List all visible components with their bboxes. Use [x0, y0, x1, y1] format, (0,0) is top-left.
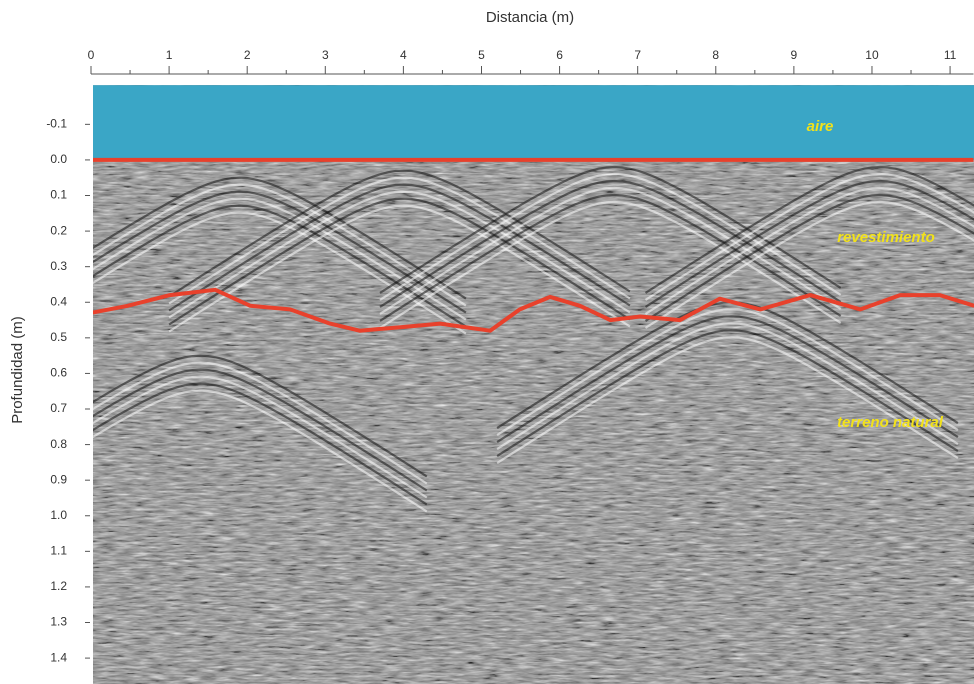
y-tick-label: 0.9: [50, 472, 67, 486]
x-tick-label: 9: [791, 48, 798, 62]
y-tick-label: -0.1: [46, 117, 67, 131]
x-tick-label: 8: [712, 48, 719, 62]
layer-label: revestimiento: [837, 229, 935, 246]
layer-label: terreno natural: [837, 414, 944, 431]
air-layer: [93, 85, 974, 160]
x-axis-title: Distancia (m): [486, 9, 574, 26]
y-tick-label: 1.4: [50, 650, 67, 664]
y-tick-label: 0.4: [50, 294, 67, 308]
x-tick-label: 5: [478, 48, 485, 62]
x-tick-label: 10: [865, 48, 879, 62]
y-tick-label: 1.3: [50, 615, 67, 629]
y-tick-label: 0.3: [50, 259, 67, 273]
y-tick-label: 1.1: [50, 544, 67, 558]
x-tick-label: 11: [944, 48, 957, 62]
y-tick-label: 0.2: [50, 223, 67, 237]
radargram-image: [0, 85, 974, 684]
layer-label: aire: [807, 118, 834, 135]
x-tick-label: 4: [400, 48, 407, 62]
y-tick-label: 0.1: [50, 188, 67, 202]
chart: Distancia (m) Profundidad (m) 0 1 2 3 4 5 6 7 8 9…: [0, 0, 974, 684]
x-tick-label: 7: [634, 48, 641, 62]
y-tick-label: 0.6: [50, 366, 67, 380]
y-axis-title: Profundidad (m): [9, 316, 26, 424]
y-tick-label: 1.0: [50, 508, 67, 522]
y-tick-label: 0.0: [50, 152, 67, 166]
x-tick-label: 3: [322, 48, 329, 62]
y-tick-label: 1.2: [50, 579, 67, 593]
x-tick-label: 1: [166, 48, 173, 62]
page: {"chart_data":{"type":"radargram", "x_la…: [0, 0, 974, 684]
x-tick-label: 2: [244, 48, 251, 62]
x-tick-label: 0: [88, 48, 95, 62]
y-tick-label: 0.7: [50, 401, 67, 415]
x-tick-label: 6: [556, 48, 563, 62]
y-tick-label: 0.5: [50, 330, 67, 344]
y-tick-label: 0.8: [50, 437, 67, 451]
